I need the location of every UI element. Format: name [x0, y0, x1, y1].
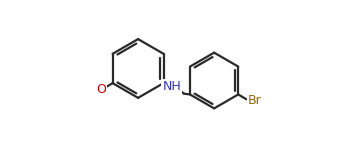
Text: NH: NH	[163, 80, 181, 93]
Text: Br: Br	[248, 94, 262, 107]
Text: O: O	[97, 83, 106, 96]
